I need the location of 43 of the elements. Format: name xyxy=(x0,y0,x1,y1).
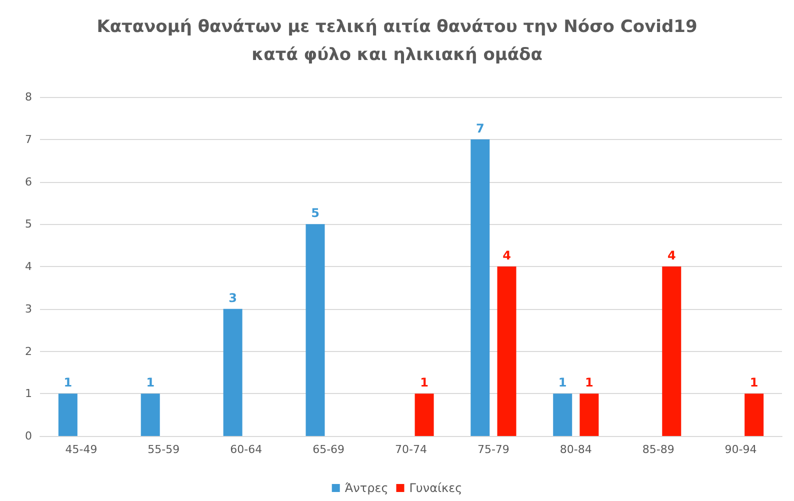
legend-label: Γυναίκες xyxy=(409,481,462,495)
x-tick-label: 85-89 xyxy=(642,443,674,456)
y-tick-label: 4 xyxy=(25,260,32,273)
data-label: 1 xyxy=(585,376,594,390)
y-tick-label: 3 xyxy=(25,302,32,316)
bar xyxy=(58,394,78,436)
data-label: 5 xyxy=(311,206,320,220)
y-tick-label: 8 xyxy=(25,90,32,104)
y-tick-label: 1 xyxy=(25,387,32,400)
data-label: 1 xyxy=(420,376,428,390)
x-tick-label: 55-59 xyxy=(148,443,180,456)
x-tick-label: 70-74 xyxy=(395,443,427,456)
bar xyxy=(553,394,572,436)
bar xyxy=(744,394,764,436)
bar xyxy=(223,308,242,436)
y-tick-label: 2 xyxy=(25,344,32,358)
x-tick-label: 45-49 xyxy=(65,443,98,456)
x-tick-label: 90-94 xyxy=(724,443,757,456)
bar xyxy=(306,224,325,436)
y-tick-label: 7 xyxy=(25,132,32,146)
y-tick-label: 5 xyxy=(25,218,32,231)
bar xyxy=(470,139,490,436)
data-label: 1 xyxy=(750,376,758,390)
x-tick-label: 60-64 xyxy=(230,443,262,456)
y-tick-label: 0 xyxy=(25,430,32,442)
data-label: 4 xyxy=(667,248,676,262)
x-tick-label: 65-69 xyxy=(312,443,345,456)
x-tick-label: 80-84 xyxy=(560,443,592,456)
data-label: 3 xyxy=(228,290,237,305)
x-tick-label: 75-79 xyxy=(477,443,510,456)
bar xyxy=(414,394,434,436)
data-label: 7 xyxy=(476,121,484,136)
data-label: 1 xyxy=(64,376,72,390)
bar xyxy=(662,266,682,436)
data-label: 4 xyxy=(502,248,511,262)
bar xyxy=(140,394,160,436)
data-label: 1 xyxy=(558,376,567,390)
bar xyxy=(580,394,599,436)
data-label: 1 xyxy=(146,376,155,390)
y-tick-label: 6 xyxy=(25,175,32,188)
chart-title: Κατανομή θανάτων με τελική αιτία θανάτου την Νόσο Covid19 κατά φύλο και ηλικιακή ομάδα xyxy=(96,17,698,65)
bar xyxy=(497,266,516,436)
legend-label: Άντρες xyxy=(344,481,388,495)
